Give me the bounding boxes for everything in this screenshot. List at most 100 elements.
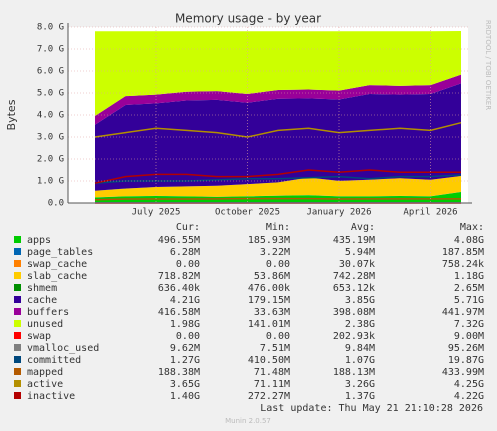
legend-value: 179.15M — [248, 295, 290, 306]
legend-value: 1.27G — [170, 355, 200, 366]
legend-label: slab_cache — [27, 271, 87, 282]
legend-value: 7.51M — [260, 343, 290, 354]
legend-value: 141.01M — [248, 319, 290, 330]
legend-value: 0.00 — [266, 331, 290, 342]
legend-swatch — [14, 272, 21, 279]
legend-label: unused — [27, 319, 63, 330]
legend-swatch — [14, 356, 21, 363]
legend-value: 71.48M — [254, 367, 290, 378]
legend-swatch — [14, 296, 21, 303]
legend-value: 0.00 — [176, 331, 200, 342]
legend-value: 4.22G — [454, 391, 484, 402]
legend-label: committed — [27, 355, 81, 366]
legend-value: 188.38M — [158, 367, 200, 378]
y-axis-label: Bytes — [5, 99, 18, 130]
area — [95, 176, 461, 198]
legend-value: 33.63M — [254, 307, 290, 318]
legend-value: 398.08M — [333, 307, 375, 318]
legend-swatch — [14, 260, 21, 267]
legend-value: 4.25G — [454, 379, 484, 390]
legend-label: swap_cache — [27, 259, 87, 270]
legend-value: 476.00k — [248, 283, 290, 294]
area — [95, 74, 461, 125]
legend-value: 2.38G — [345, 319, 375, 330]
chart-title: Memory usage - by year — [175, 12, 321, 26]
x-tick-label: January 2026 — [306, 208, 371, 218]
legend-header: Max: — [460, 222, 484, 233]
legend-value: 272.27M — [248, 391, 290, 402]
version: Munin 2.0.57 — [225, 417, 271, 425]
legend-value: 410.50M — [248, 355, 290, 366]
legend-label: vmalloc_used — [27, 343, 99, 354]
legend-value: 4.21G — [170, 295, 200, 306]
legend-value: 3.26G — [345, 379, 375, 390]
legend-value: 435.19M — [333, 235, 375, 246]
legend-value: 0.00 — [176, 259, 200, 270]
y-tick-label: 2.0 G — [37, 155, 64, 165]
y-tick-label: 1.0 G — [37, 177, 64, 187]
legend-label: page_tables — [27, 247, 93, 258]
legend-value: 6.28M — [170, 247, 200, 258]
legend-value: 95.26M — [448, 343, 484, 354]
legend-value: 0.00 — [266, 259, 290, 270]
legend-label: apps — [27, 235, 51, 246]
area — [95, 192, 461, 203]
legend-swatch — [14, 392, 21, 399]
last-update: Last update: Thu May 21 21:10:28 2026 — [260, 403, 483, 414]
legend-value: 53.86M — [254, 271, 290, 282]
legend-header: Min: — [266, 222, 290, 233]
legend-value: 1.98G — [170, 319, 200, 330]
legend-value: 496.55M — [158, 235, 200, 246]
legend-label: shmem — [27, 283, 57, 294]
line — [94, 121, 462, 138]
legend-value: 441.97M — [442, 307, 484, 318]
legend-swatch — [14, 332, 21, 339]
legend-value: 3.65G — [170, 379, 200, 390]
legend-value: 3.85G — [345, 295, 375, 306]
x-tick-label: July 2025 — [132, 208, 181, 218]
x-tick-label: April 2026 — [403, 208, 457, 218]
legend-value: 758.24k — [442, 259, 484, 270]
legend-value: 187.85M — [442, 247, 484, 258]
legend-value: 4.08G — [454, 235, 484, 246]
legend-swatch — [14, 368, 21, 375]
legend-label: cache — [27, 295, 57, 306]
legend-header: Cur: — [176, 222, 200, 233]
y-tick-label: 4.0 G — [37, 111, 64, 121]
legend-value: 1.37G — [345, 391, 375, 402]
plot — [94, 31, 462, 204]
area — [95, 31, 461, 116]
x-tick-label: October 2025 — [215, 208, 280, 218]
legend-value: 433.99M — [442, 367, 484, 378]
legend-value: 5.71G — [454, 295, 484, 306]
legend-swatch — [14, 320, 21, 327]
legend-label: mapped — [27, 367, 63, 378]
legend-swatch — [14, 344, 21, 351]
legend-label: buffers — [27, 307, 69, 318]
legend-label: active — [27, 379, 63, 390]
legend-value: 1.18G — [454, 271, 484, 282]
legend-value: 742.28M — [333, 271, 375, 282]
y-tick-label: 8.0 G — [37, 23, 64, 33]
legend-value: 7.32G — [454, 319, 484, 330]
y-tick-label: 0.0 — [48, 199, 64, 209]
legend-header: Avg: — [351, 222, 375, 233]
legend-value: 2.65M — [454, 283, 484, 294]
y-tick-label: 6.0 G — [37, 67, 64, 77]
y-tick-label: 3.0 G — [37, 133, 64, 143]
legend-swatch — [14, 236, 21, 243]
legend-value: 653.12k — [333, 283, 375, 294]
legend-value: 1.40G — [170, 391, 200, 402]
legend-value: 5.94M — [345, 247, 375, 258]
legend-value: 3.22M — [260, 247, 290, 258]
legend-value: 185.93M — [248, 235, 290, 246]
line — [94, 197, 461, 201]
legend-value: 71.11M — [254, 379, 290, 390]
legend-value: 30.07k — [339, 259, 375, 270]
legend-value: 188.13M — [333, 367, 375, 378]
legend-swatch — [14, 248, 21, 255]
legend-label: inactive — [27, 391, 75, 402]
y-tick-label: 7.0 G — [37, 45, 64, 55]
